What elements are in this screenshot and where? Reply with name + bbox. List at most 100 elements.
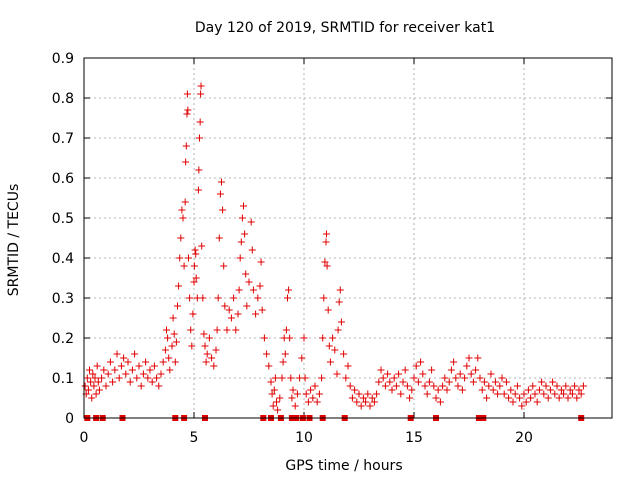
data-point <box>181 198 189 206</box>
data-point <box>321 258 329 266</box>
data-point <box>81 382 89 390</box>
data-point <box>104 370 112 378</box>
data-point <box>373 390 381 398</box>
data-point <box>191 246 199 254</box>
axes: 0 0.1 0.2 0.3 0.4 0.5 0.6 0.7 0.8 0.9 0 5 10 15 20 <box>52 51 612 446</box>
data-point <box>284 294 291 302</box>
data-point <box>200 330 208 338</box>
data-point <box>478 386 486 394</box>
data-point <box>142 358 150 366</box>
data-point <box>171 358 179 366</box>
data-point <box>88 394 96 402</box>
data-point <box>271 374 279 382</box>
data-point <box>463 362 471 370</box>
data-point <box>469 378 477 386</box>
data-point <box>210 362 218 370</box>
data-point <box>324 306 332 314</box>
data-point <box>182 158 190 166</box>
data-point <box>533 398 541 406</box>
data-point <box>542 382 550 390</box>
data-point <box>342 374 350 382</box>
data-point <box>131 350 139 358</box>
data-point <box>150 362 158 370</box>
data-point <box>334 326 342 334</box>
data-point <box>476 374 484 382</box>
data-point <box>566 386 574 394</box>
data-point <box>257 258 265 266</box>
data-point <box>153 374 161 382</box>
data-point <box>220 262 228 270</box>
data-point <box>430 382 438 390</box>
plot-frame <box>83 57 613 419</box>
data-point <box>90 382 98 390</box>
data-point <box>192 250 200 258</box>
data-point <box>234 310 242 318</box>
data-point <box>117 362 125 370</box>
data-point <box>326 358 334 366</box>
data-point <box>384 370 392 378</box>
data-point <box>441 374 449 382</box>
data-point <box>159 358 167 366</box>
data-point <box>237 238 245 246</box>
data-point <box>286 334 294 342</box>
data-point <box>289 386 297 394</box>
data-point <box>527 394 535 402</box>
data-point <box>274 406 282 414</box>
data-point <box>467 370 475 378</box>
data-point <box>518 402 526 410</box>
data-point <box>368 394 376 402</box>
data-point <box>245 278 253 286</box>
data-point <box>269 402 277 410</box>
y-tick-label: 0.2 <box>52 331 74 347</box>
data-point <box>302 390 310 398</box>
data-point <box>95 386 103 394</box>
data-point <box>313 398 321 406</box>
data-point <box>319 334 327 342</box>
data-point <box>450 358 458 366</box>
data-point <box>472 366 480 374</box>
data-point <box>161 346 169 354</box>
data-point <box>199 294 207 302</box>
data-point <box>197 82 205 90</box>
data-point <box>195 166 203 174</box>
data-point <box>247 218 255 226</box>
data-point <box>180 262 188 270</box>
data-point <box>91 374 99 382</box>
data-point <box>133 374 141 382</box>
data-point <box>388 386 396 394</box>
data-point <box>216 190 224 198</box>
data-point <box>115 374 123 382</box>
data-point <box>406 394 414 402</box>
data-point <box>307 386 315 394</box>
data-point <box>148 378 156 386</box>
y-tick-label: 0.6 <box>52 171 74 187</box>
y-tick-label: 0.1 <box>52 371 74 387</box>
data-point <box>254 294 262 302</box>
data-point <box>386 378 394 386</box>
data-point <box>189 310 197 318</box>
data-point <box>190 278 198 286</box>
data-point <box>252 310 260 318</box>
data-point <box>412 362 420 370</box>
data-point <box>522 398 530 406</box>
data-point <box>325 342 333 350</box>
data-point <box>379 374 387 382</box>
data-point <box>122 370 130 378</box>
data-point <box>174 302 181 310</box>
data-point <box>168 342 176 350</box>
y-tick-label: 0.5 <box>52 211 74 227</box>
x-axis-title: GPS time / hours <box>285 458 402 474</box>
data-point <box>511 390 519 398</box>
data-point <box>137 382 145 390</box>
data-point <box>84 386 92 394</box>
data-point <box>281 350 289 358</box>
data-point <box>236 254 244 262</box>
data-point <box>348 394 356 402</box>
data-point <box>399 378 407 386</box>
data-point <box>301 374 309 382</box>
data-point <box>182 142 190 150</box>
data-point <box>432 394 440 402</box>
data-point <box>403 382 411 390</box>
data-point <box>213 326 221 334</box>
data-point <box>203 350 211 358</box>
